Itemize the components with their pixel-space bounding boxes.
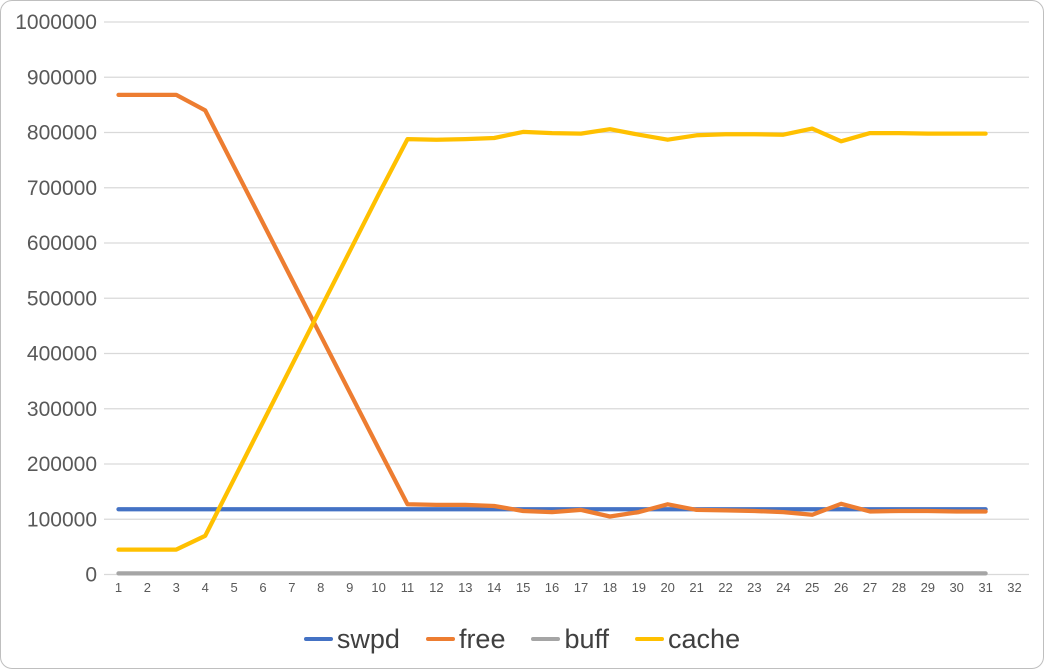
x-axis-tick-label: 20 — [660, 580, 674, 595]
x-axis-tick-label: 3 — [173, 580, 180, 595]
y-axis-tick-label: 900000 — [27, 66, 97, 89]
x-axis-tick-label: 30 — [949, 580, 963, 595]
series-line-free — [116, 92, 988, 519]
x-axis-tick-label: 28 — [892, 580, 906, 595]
y-axis-tick-label: 300000 — [27, 398, 97, 421]
x-axis-tick-label: 12 — [429, 580, 443, 595]
x-axis-tick-label: 17 — [574, 580, 588, 595]
y-axis-tick-label: 400000 — [27, 343, 97, 366]
x-axis-tick-label: 26 — [834, 580, 848, 595]
legend-item-free: free — [425, 623, 506, 654]
x-axis-tick-label: 19 — [632, 580, 646, 595]
legend-item-buff: buff — [531, 623, 610, 654]
legend-swatch-cache-icon — [635, 636, 665, 642]
legend-swatch-free-icon — [425, 636, 455, 642]
x-axis-tick-label: 9 — [346, 580, 353, 595]
chart-legend: swpd free buff cache — [1, 615, 1043, 663]
x-axis-tick-label: 22 — [718, 580, 732, 595]
x-axis-tick-label: 24 — [776, 580, 790, 595]
legend-item-swpd: swpd — [303, 623, 400, 654]
series-line-cache — [116, 126, 988, 552]
x-axis-tick-label: 21 — [689, 580, 703, 595]
x-axis-tick-label: 31 — [978, 580, 992, 595]
x-axis-tick-label: 18 — [603, 580, 617, 595]
y-axis-tick-label: 0 — [85, 564, 97, 587]
x-axis-tick-label: 29 — [921, 580, 935, 595]
legend-swatch-buff-icon — [531, 636, 561, 642]
y-axis-tick-label: 800000 — [27, 122, 97, 145]
legend-item-cache: cache — [635, 623, 741, 654]
x-axis-tick-label: 4 — [202, 580, 209, 595]
x-axis-tick-label: 16 — [545, 580, 559, 595]
x-axis-tick-label: 2 — [144, 580, 151, 595]
x-axis-tick-label: 11 — [401, 580, 415, 595]
plot-area: 0 100000 200000 300000 400000 500000 600000 700… — [15, 11, 1029, 595]
legend-label-free: free — [458, 623, 506, 654]
legend-label-cache: cache — [668, 623, 741, 654]
x-axis-tick-label: 8 — [317, 580, 324, 595]
x-axis-tick-label: 1 — [115, 580, 122, 595]
legend-label-buff: buff — [564, 623, 610, 654]
y-axis-tick-label: 600000 — [27, 232, 97, 255]
x-axis-tick-label: 32 — [1007, 580, 1021, 595]
legend-swatch-swpd-icon — [303, 636, 333, 642]
y-axis-tick-label: 1000000 — [15, 11, 97, 34]
x-axis-tick-label: 6 — [259, 580, 266, 595]
x-axis-tick-label: 23 — [747, 580, 761, 595]
x-axis-tick-label: 14 — [487, 580, 501, 595]
x-axis-tick-label: 5 — [230, 580, 237, 595]
y-axis-tick-label: 700000 — [27, 177, 97, 200]
x-axis-tick-label: 13 — [458, 580, 472, 595]
x-axis-tick-label: 7 — [288, 580, 295, 595]
x-axis-tick-label: 10 — [371, 580, 385, 595]
y-axis-tick-label: 200000 — [27, 453, 97, 476]
x-axis-tick-label: 25 — [805, 580, 819, 595]
x-axis-tick-label: 15 — [516, 580, 530, 595]
y-axis-tick-label: 100000 — [27, 508, 97, 531]
x-axis-tick-label: 27 — [863, 580, 877, 595]
y-axis-tick-label: 500000 — [27, 287, 97, 310]
legend-label-swpd: swpd — [336, 623, 400, 654]
